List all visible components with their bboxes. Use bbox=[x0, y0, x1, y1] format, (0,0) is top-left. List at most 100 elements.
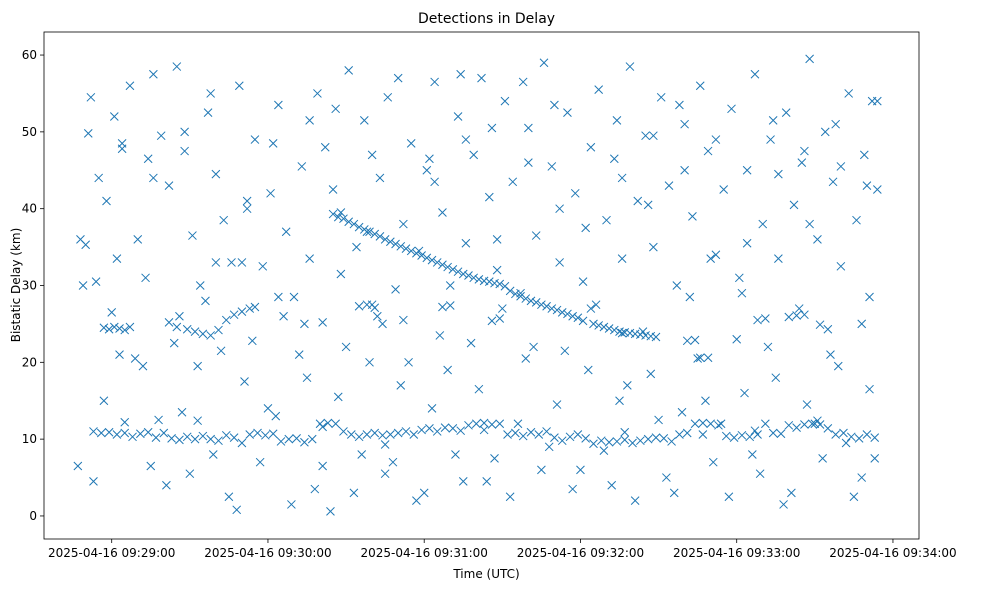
data-point-marker bbox=[508, 177, 518, 187]
data-point-marker bbox=[753, 315, 762, 325]
data-point-marker bbox=[354, 222, 364, 232]
data-point-marker bbox=[169, 338, 179, 348]
data-point-marker bbox=[794, 304, 804, 313]
data-point-marker bbox=[537, 300, 546, 310]
data-point-marker bbox=[495, 419, 505, 429]
data-point-marker bbox=[458, 269, 468, 279]
data-point-marker bbox=[615, 396, 624, 406]
data-point-marker bbox=[406, 139, 416, 148]
data-point-marker bbox=[130, 354, 140, 363]
data-point-marker bbox=[112, 430, 122, 439]
data-point-marker bbox=[193, 416, 202, 426]
x-tick-label: 2025-04-16 09:30:00 bbox=[204, 546, 331, 560]
data-point-marker bbox=[224, 492, 234, 502]
data-point-marker bbox=[583, 365, 593, 375]
data-point-marker bbox=[649, 131, 658, 141]
data-point-marker bbox=[714, 420, 723, 430]
data-point-marker bbox=[136, 429, 145, 439]
data-point-marker bbox=[419, 488, 429, 498]
data-point-marker bbox=[367, 300, 377, 310]
data-point-marker bbox=[526, 427, 536, 437]
data-point-marker bbox=[370, 428, 380, 438]
data-point-marker bbox=[430, 177, 439, 187]
data-point-marker bbox=[755, 469, 765, 479]
data-point-marker bbox=[175, 311, 184, 321]
data-point-marker bbox=[797, 158, 807, 167]
data-point-marker bbox=[581, 434, 591, 443]
data-point-marker bbox=[305, 115, 314, 125]
data-point-marker bbox=[841, 438, 851, 448]
data-point-marker bbox=[617, 173, 627, 183]
data-point-marker bbox=[503, 430, 512, 439]
data-point-marker bbox=[245, 430, 255, 439]
y-tick-label: 60 bbox=[22, 48, 37, 62]
data-point-marker bbox=[542, 301, 551, 311]
data-point-marker bbox=[164, 181, 174, 190]
data-point-marker bbox=[151, 433, 161, 442]
data-point-marker bbox=[362, 227, 372, 237]
data-point-marker bbox=[193, 361, 202, 371]
data-point-marker bbox=[701, 396, 710, 406]
data-point-marker bbox=[677, 407, 687, 417]
data-point-marker bbox=[737, 288, 747, 298]
data-point-marker bbox=[221, 315, 231, 325]
data-point-marker bbox=[792, 423, 801, 432]
data-point-marker bbox=[182, 324, 192, 334]
data-point-marker bbox=[393, 73, 403, 83]
data-point-marker bbox=[86, 92, 96, 102]
data-point-marker bbox=[753, 430, 762, 439]
data-point-marker bbox=[776, 429, 786, 439]
data-point-marker bbox=[253, 428, 262, 438]
data-point-marker bbox=[872, 185, 882, 194]
data-point-marker bbox=[680, 165, 689, 175]
data-point-marker bbox=[378, 430, 387, 440]
data-point-marker bbox=[313, 89, 322, 98]
data-point-marker bbox=[203, 108, 213, 118]
data-point-marker bbox=[638, 327, 648, 336]
data-point-marker bbox=[268, 139, 278, 148]
data-point-marker bbox=[805, 54, 814, 64]
data-point-marker bbox=[247, 336, 257, 346]
data-point-marker bbox=[513, 419, 523, 429]
data-point-marker bbox=[555, 258, 564, 267]
data-point-marker bbox=[120, 325, 130, 335]
data-point-marker bbox=[487, 123, 497, 133]
data-point-marker bbox=[412, 496, 421, 505]
data-point-marker bbox=[740, 388, 749, 398]
data-point-marker bbox=[516, 288, 525, 298]
data-point-marker bbox=[589, 319, 598, 329]
data-point-marker bbox=[747, 450, 757, 459]
data-point-marker bbox=[279, 311, 288, 321]
data-point-marker bbox=[524, 123, 533, 133]
data-point-marker bbox=[438, 208, 447, 217]
data-point-marker bbox=[594, 85, 604, 94]
data-point-marker bbox=[331, 419, 341, 429]
data-point-marker bbox=[492, 235, 502, 244]
data-point-marker bbox=[104, 427, 114, 437]
data-point-marker bbox=[552, 400, 562, 409]
data-point-marker bbox=[305, 254, 314, 263]
data-point-marker bbox=[865, 292, 874, 302]
data-point-marker bbox=[216, 346, 226, 356]
data-point-marker bbox=[703, 146, 713, 156]
data-point-marker bbox=[109, 322, 119, 332]
data-point-marker bbox=[206, 331, 216, 340]
data-point-marker bbox=[255, 457, 265, 467]
data-point-marker bbox=[495, 314, 505, 323]
x-tick-label: 2025-04-16 09:29:00 bbox=[48, 546, 175, 560]
data-point-marker bbox=[232, 505, 242, 515]
data-point-marker bbox=[636, 436, 645, 446]
data-point-marker bbox=[763, 342, 773, 352]
data-point-marker bbox=[156, 131, 166, 141]
data-point-marker bbox=[531, 231, 541, 240]
data-point-marker bbox=[89, 427, 98, 436]
data-point-marker bbox=[380, 469, 390, 479]
data-point-marker bbox=[690, 335, 700, 345]
data-point-marker bbox=[521, 354, 531, 363]
data-point-marker bbox=[557, 308, 567, 317]
data-point-marker bbox=[659, 434, 669, 443]
data-point-marker bbox=[492, 265, 502, 275]
data-point-marker bbox=[563, 108, 572, 118]
data-markers bbox=[73, 54, 882, 516]
